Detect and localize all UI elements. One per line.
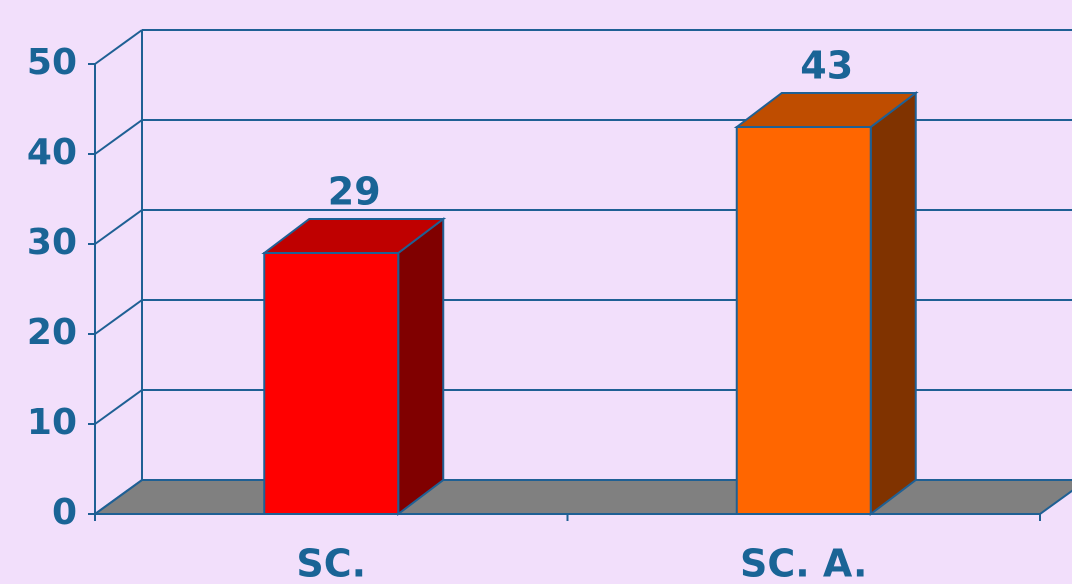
bar-front (735, 126, 872, 515)
bar-front (263, 252, 400, 515)
side-grid-line (94, 389, 143, 425)
y-tick-label: 0 (52, 492, 77, 533)
floor (91, 479, 1072, 515)
side-grid-line (94, 29, 143, 65)
x-tick-label: SC. A. (740, 542, 867, 584)
x-tick-label: SC. (296, 542, 366, 584)
bar-side (869, 90, 917, 517)
value-label: 29 (328, 170, 381, 214)
bar (733, 90, 919, 517)
side-grid-line (94, 209, 143, 245)
y-tick-label: 30 (27, 222, 77, 263)
y-tick-label: 10 (27, 402, 77, 443)
side-grid-line (94, 479, 143, 515)
side-grid-line (94, 119, 143, 155)
bar (261, 216, 447, 517)
side-grid-line (94, 299, 143, 335)
y-tick-label: 20 (27, 312, 77, 353)
y-tick-label: 50 (27, 42, 77, 83)
y-tick-label: 40 (27, 132, 77, 173)
value-label: 43 (800, 44, 853, 88)
bar-side (397, 216, 445, 517)
